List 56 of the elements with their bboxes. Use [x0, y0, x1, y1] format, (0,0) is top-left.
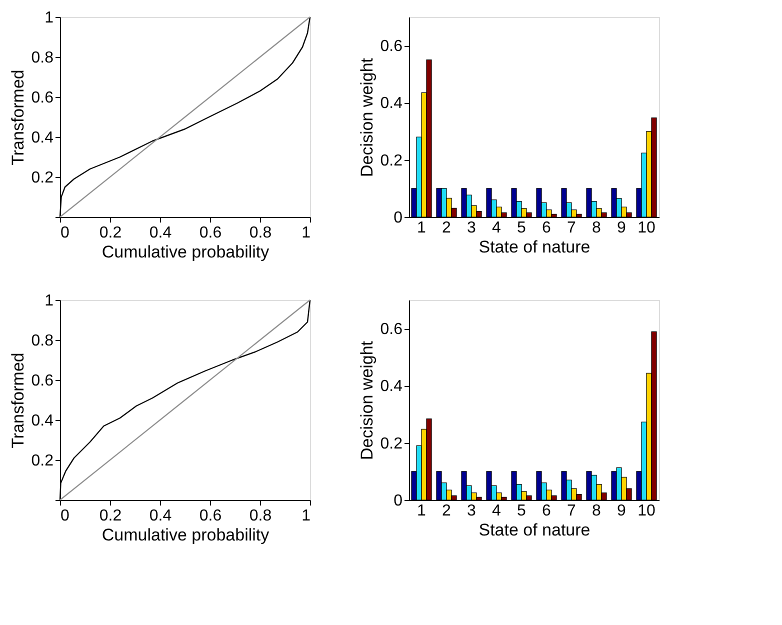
x-tick-label: 4: [492, 220, 502, 236]
y-tick-label: 1: [44, 292, 54, 310]
x-tick-label: 7: [567, 502, 576, 520]
x-tick-label: 0: [60, 508, 70, 524]
x-axis-title: State of nature: [478, 238, 590, 256]
y-tick-label: 0.6: [380, 321, 403, 338]
x-tick-label: 0.2: [99, 508, 122, 524]
x-tick-label: 2: [442, 220, 452, 236]
y-tick-label: 1: [44, 10, 54, 26]
y-tick-label: 0.8: [31, 50, 54, 66]
y-tick-label: 0.4: [380, 378, 403, 396]
x-tick-label: 0: [60, 224, 70, 242]
x-tick-label: 2: [442, 502, 452, 520]
y-tick-label: 0.4: [31, 130, 54, 146]
x-tick-label: 1: [417, 502, 426, 520]
y-tick-label: 0.6: [31, 90, 54, 106]
x-tick-label: 1: [302, 508, 311, 524]
x-tick-label: 1: [302, 224, 311, 242]
y-axis-title: Transformed: [8, 352, 28, 448]
x-tick-label: 3: [467, 220, 476, 236]
x-tick-label: 0.2: [99, 224, 122, 242]
y-tick-label: 0.4: [380, 95, 403, 112]
x-tick-label: 7: [567, 220, 576, 236]
x-axis-title: Cumulative probability: [102, 242, 270, 262]
x-tick-label: 8: [592, 220, 602, 236]
x-tick-label: 0.6: [199, 224, 222, 242]
x-tick-label: 6: [542, 220, 552, 236]
x-tick-label: 0.6: [199, 508, 222, 524]
x-tick-label: 8: [592, 502, 602, 520]
x-tick-label: 0.4: [149, 508, 172, 524]
x-tick-label: 0.8: [249, 508, 272, 524]
y-axis-title: Decision weight: [357, 58, 376, 178]
x-tick-label: 0.8: [249, 224, 272, 242]
x-tick-label: 1: [417, 220, 426, 236]
x-tick-label: 0.4: [149, 224, 172, 242]
y-tick-label: 0.8: [31, 332, 54, 350]
x-axis-title: Cumulative probability: [102, 526, 270, 544]
y-tick-label: 0.2: [31, 452, 54, 470]
y-axis-title: Transformed: [8, 70, 28, 166]
x-tick-label: 9: [617, 220, 626, 236]
x-tick-label: 9: [617, 502, 626, 520]
y-tick-label: 0.2: [31, 170, 54, 186]
y-tick-label: 0.6: [31, 372, 54, 390]
x-axis-title: State of nature: [478, 520, 590, 540]
x-tick-label: 4: [492, 502, 502, 520]
y-tick-label: 0.2: [380, 435, 403, 452]
y-tick-label: 0.4: [31, 412, 54, 430]
y-tick-label: 0.2: [380, 152, 403, 170]
x-tick-label: 5: [517, 220, 526, 236]
x-tick-label: 5: [517, 502, 526, 520]
y-tick-label: 0.6: [380, 38, 403, 56]
x-tick-label: 10: [638, 502, 656, 520]
x-tick-label: 10: [638, 220, 656, 236]
x-tick-label: 6: [542, 502, 552, 520]
y-axis-title: Decision weight: [357, 340, 376, 460]
x-tick-label: 3: [467, 502, 476, 520]
